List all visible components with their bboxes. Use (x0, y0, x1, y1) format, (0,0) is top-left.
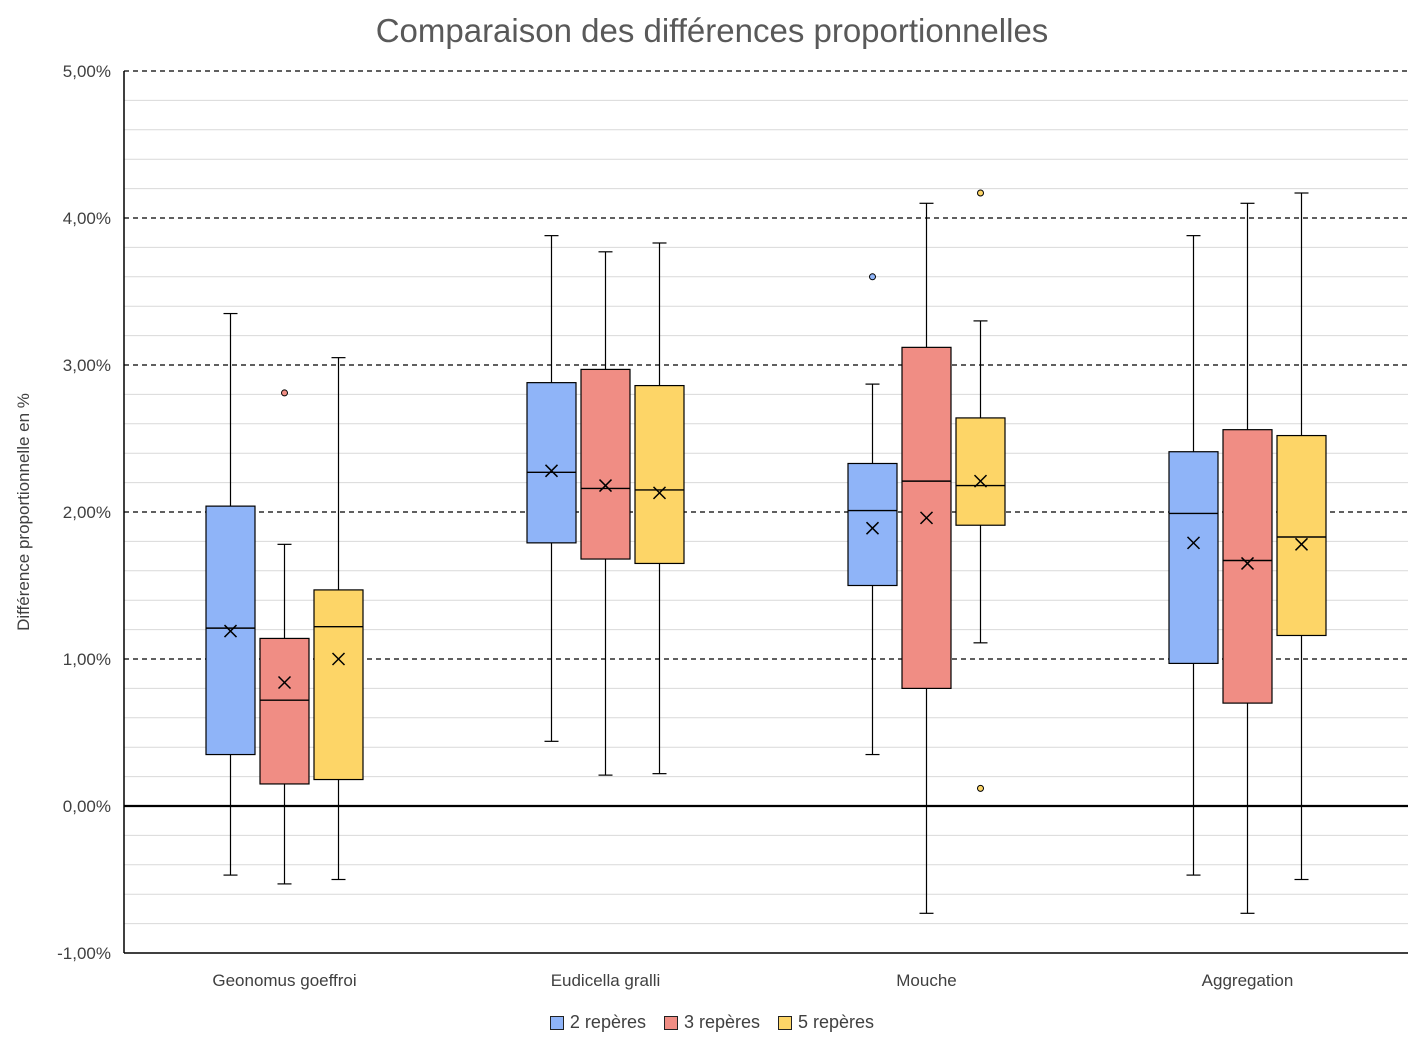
y-axis-label: Différence proportionnelle en % (14, 393, 33, 631)
box-2-series-2 (580, 251, 631, 776)
y-tick-label: 3,00% (63, 356, 111, 375)
iqr-box (1168, 451, 1219, 665)
x-category-label: Eudicella gralli (551, 971, 661, 990)
iqr-box (580, 368, 631, 560)
legend-item: 5 repères (778, 1012, 874, 1033)
iqr-box (847, 462, 898, 587)
box-1-series-3 (313, 357, 364, 881)
box-4-series-3 (1276, 192, 1327, 881)
box-layer (205, 189, 1327, 914)
legend: 2 repères 3 repères 5 repères (0, 1012, 1424, 1033)
iqr-box (1276, 434, 1327, 637)
outlier-point (281, 389, 288, 397)
iqr-box (259, 637, 310, 785)
mean-marker (1294, 537, 1309, 551)
box-3-series-1 (847, 273, 898, 756)
box-3-series-3 (955, 189, 1006, 792)
y-tick-label: 0,00% (63, 797, 111, 816)
legend-swatch (778, 1015, 793, 1030)
box-4-series-2 (1222, 202, 1273, 914)
outlier-point (977, 189, 984, 197)
box-2-series-3 (634, 242, 685, 775)
box-2-series-1 (526, 235, 577, 742)
iqr-box (634, 384, 685, 565)
y-tick-label: 1,00% (63, 650, 111, 669)
y-tick-label: 5,00% (63, 62, 111, 81)
outlier-point (977, 784, 984, 792)
box-1-series-1 (205, 312, 256, 876)
outlier-point (869, 273, 876, 281)
mean-marker (277, 675, 292, 690)
mean-marker (331, 652, 346, 666)
y-tick-label: 4,00% (63, 209, 111, 228)
mean-marker (598, 479, 613, 493)
x-category-label: Aggregation (1202, 971, 1294, 990)
legend-swatch (663, 1015, 678, 1030)
chart-title: Comparaison des différences proportionne… (375, 12, 1049, 49)
x-category-label: Geonomus goeffroi (212, 971, 356, 990)
mean-marker (973, 474, 988, 488)
y-tick-label: -1,00% (57, 944, 111, 963)
legend-label: 5 repères (798, 1012, 875, 1032)
iqr-box (313, 589, 364, 781)
iqr-box (1222, 429, 1273, 704)
y-tick-label: 2,00% (63, 503, 111, 522)
legend-item: 2 repères (549, 1012, 646, 1033)
mean-marker (544, 464, 559, 478)
iqr-box (526, 382, 577, 544)
legend-label: 3 repères (683, 1012, 761, 1032)
label-layer: -1,00% 0,00% 1,00% 2,00% 3,00% 4,00% 5,00% Geon… (57, 62, 1293, 990)
iqr-box (955, 417, 1006, 526)
mean-marker (1186, 536, 1201, 550)
x-category-label: Mouche (896, 971, 956, 990)
box-4-series-1 (1168, 235, 1219, 876)
mean-marker (919, 511, 934, 525)
mean-marker (223, 624, 238, 638)
box-3-series-2 (901, 202, 952, 914)
mean-marker (865, 521, 880, 535)
mean-marker (1240, 556, 1255, 570)
legend-label: 2 repères (569, 1012, 646, 1032)
axis-layer (123, 71, 1408, 954)
legend-swatch (549, 1015, 564, 1030)
box-1-series-2 (259, 389, 310, 885)
legend-item: 3 repères (663, 1012, 761, 1033)
mean-marker (652, 486, 667, 500)
